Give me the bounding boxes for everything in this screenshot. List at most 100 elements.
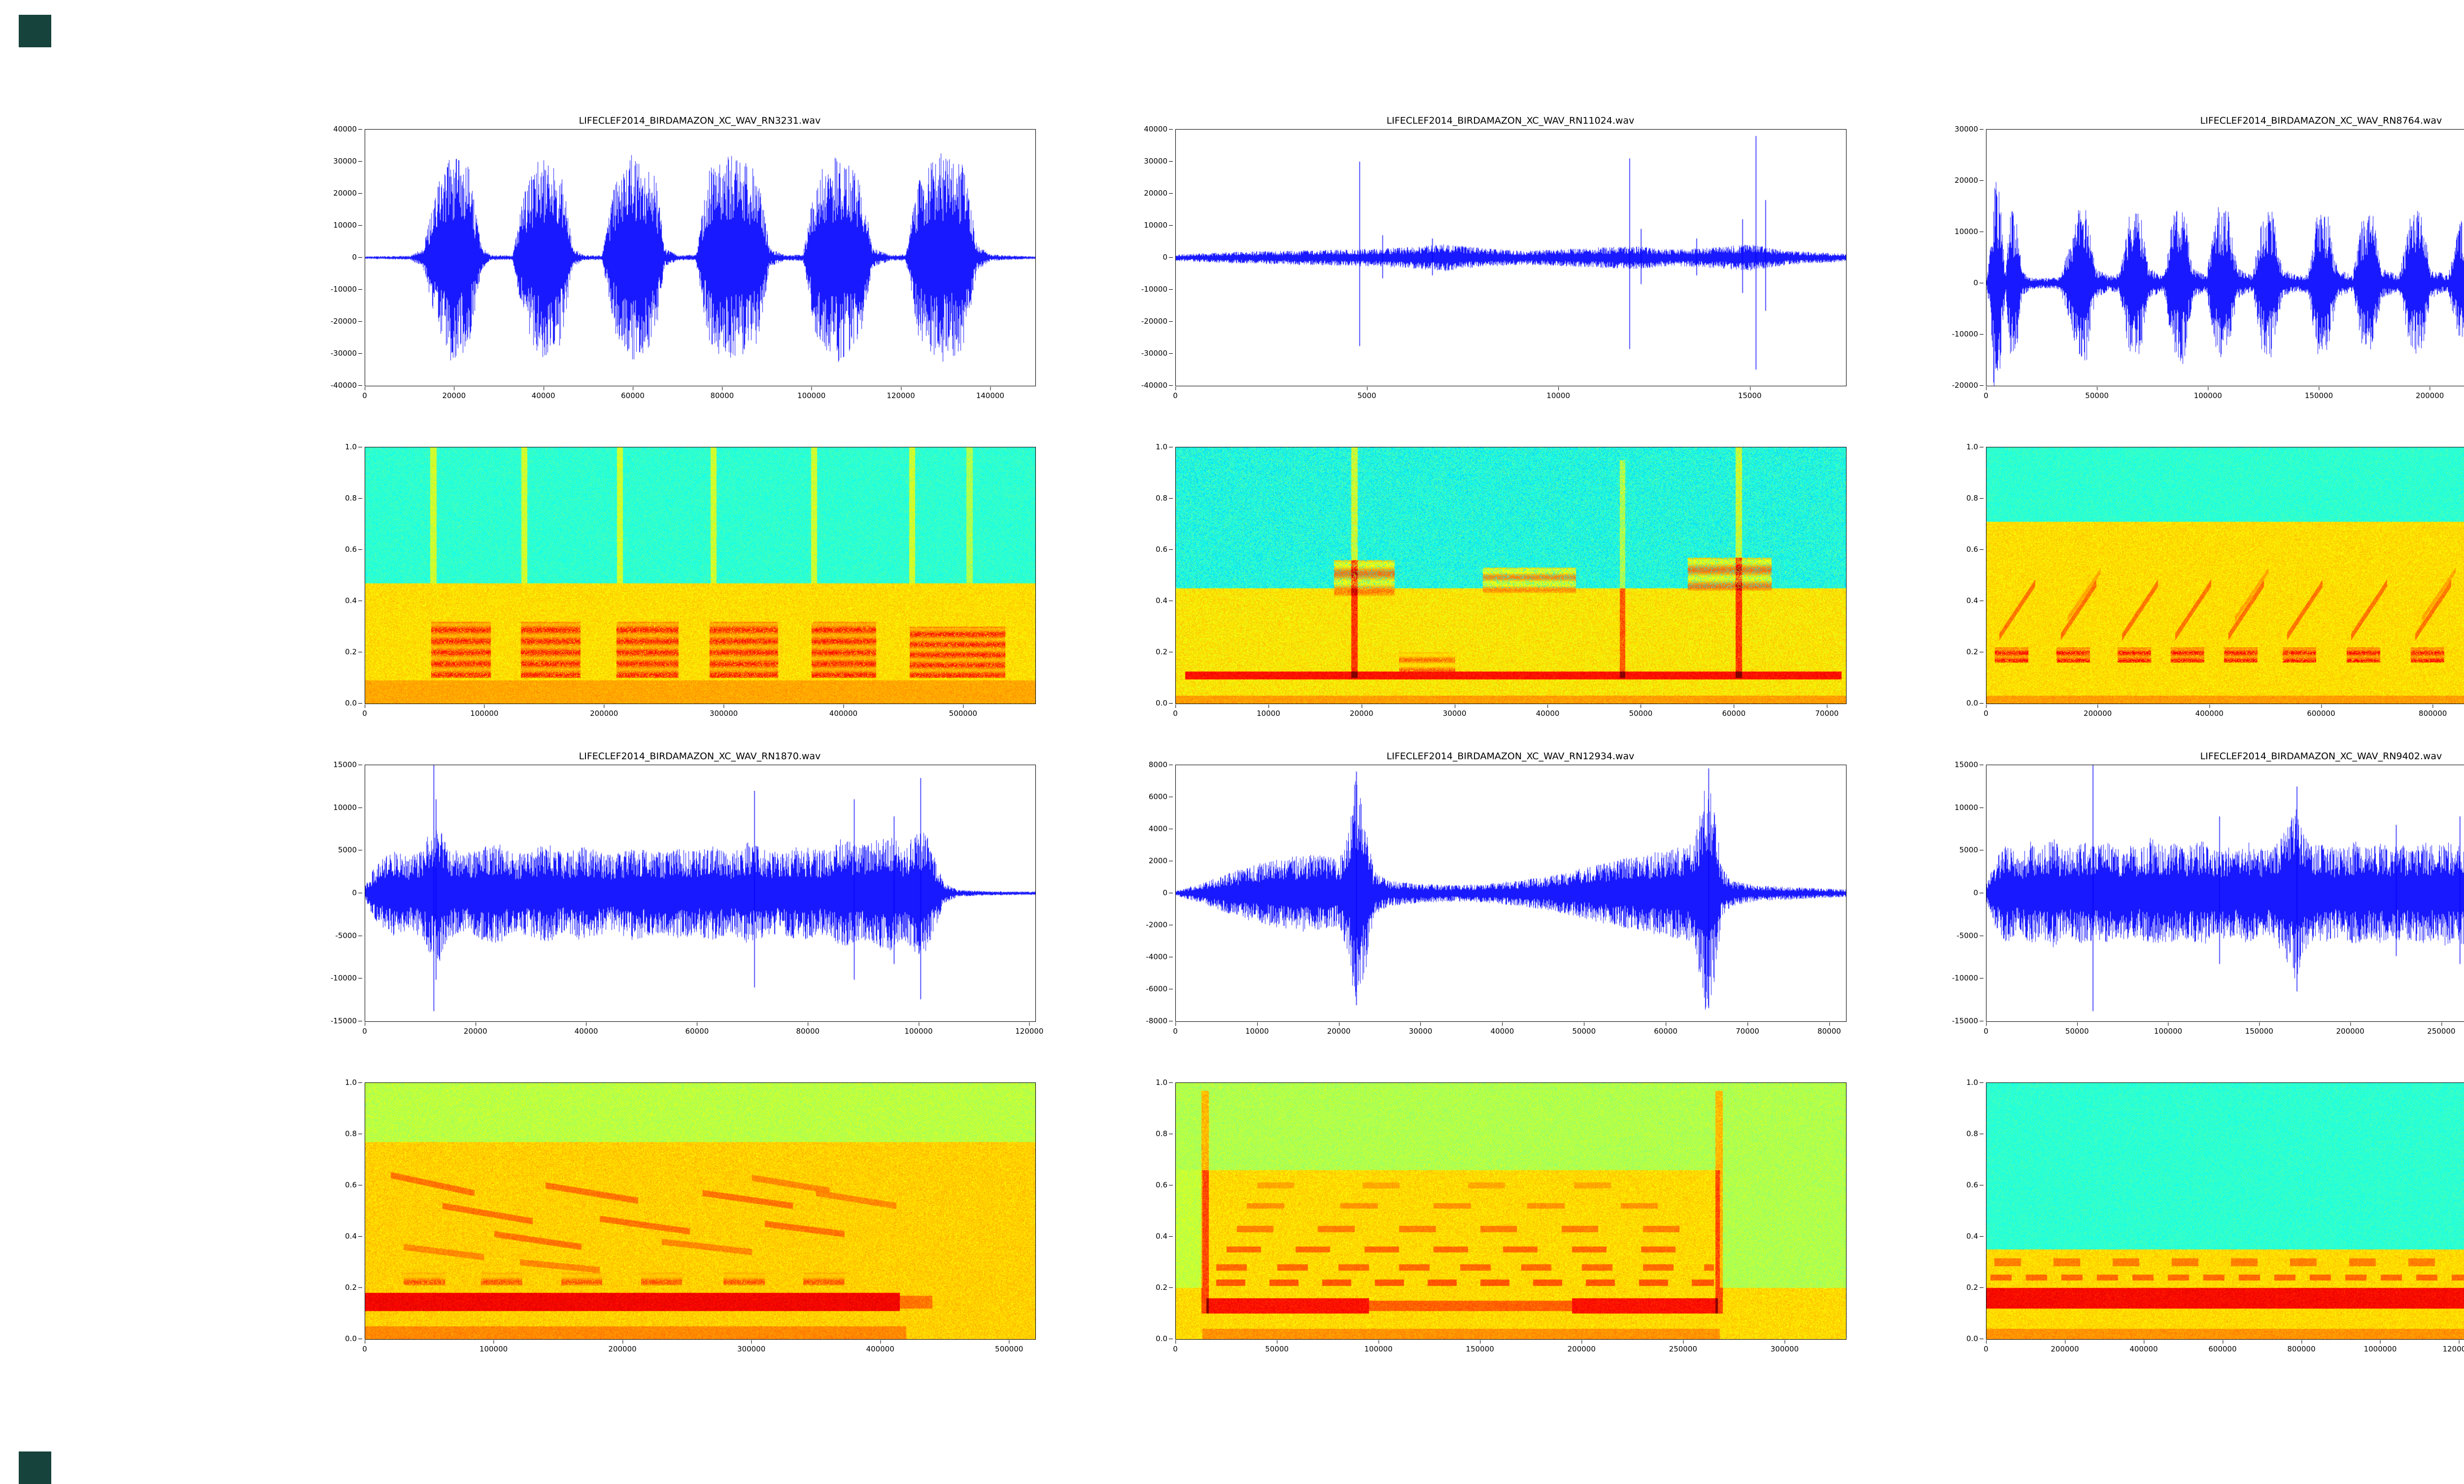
y-tick-label: 2000 (1148, 856, 1173, 865)
x-tick-label: 10000 (1546, 387, 1570, 400)
x-tick-label: 250000 (2427, 1022, 2456, 1036)
y-tick-label: -10000 (1141, 285, 1173, 294)
subplot-spectrogram-rn9402: 0.0 0.2 0.4 0.6 0.8 1.0 0 200000 400000 600000 80… (1947, 1067, 2464, 1357)
x-tick-label: 15000 (1738, 387, 1762, 400)
x-tick-label: 100000 (470, 705, 499, 718)
y-axis: 0.0 0.2 0.4 0.6 0.8 1.0 (1947, 442, 1984, 708)
x-tick-label: 600000 (2208, 1340, 2237, 1353)
x-tick-label: 300000 (709, 705, 738, 718)
y-tick-label: 0.8 (1156, 494, 1173, 503)
x-tick-label: 30000 (1442, 705, 1467, 718)
subplot-waveform-rn8764: LIFECLEF2014_BIRDAMAZON_XC_WAV_RN8764.wa… (1947, 113, 2464, 404)
y-tick-label: -40000 (330, 381, 363, 390)
x-tick-label: 150000 (2304, 387, 2333, 400)
y-axis: 0.0 0.2 0.4 0.6 0.8 1.0 (1136, 442, 1173, 708)
x-tick-label: 800000 (2419, 705, 2447, 718)
x-tick-label: 80000 (1817, 1022, 1841, 1036)
y-tick-label: 10000 (1144, 221, 1173, 230)
x-tick-label: 300000 (737, 1340, 766, 1353)
y-tick-label: 15000 (1954, 760, 1984, 769)
x-tick-label: 200000 (608, 1340, 637, 1353)
x-axis: 0 100000 200000 300000 400000 500000 (362, 705, 1035, 720)
plot-title: LIFECLEF2014_BIRDAMAZON_XC_WAV_RN9402.wa… (2200, 751, 2442, 762)
y-tick-label: 5000 (338, 845, 363, 855)
y-tick-label: 20000 (333, 189, 362, 198)
x-tick-label: 1000000 (2363, 1340, 2397, 1353)
x-tick-label: 0 (1984, 705, 1988, 718)
y-tick-label: 15000 (333, 760, 362, 769)
y-tick-label: -5000 (1956, 931, 1984, 940)
x-tick-label: 50000 (1572, 1022, 1596, 1036)
y-axis: -15000 -10000 -5000 0 5000 10000 15000 (1947, 760, 1984, 1025)
y-tick-label: -6000 (1146, 984, 1173, 993)
y-tick-label: 0 (1973, 888, 1984, 897)
plot-title: LIFECLEF2014_BIRDAMAZON_XC_WAV_RN3231.wa… (579, 115, 821, 126)
x-tick-label: 60000 (685, 1022, 709, 1036)
plot-title: LIFECLEF2014_BIRDAMAZON_XC_WAV_RN1870.wa… (579, 751, 821, 762)
y-tick-label: -20000 (1141, 317, 1173, 326)
x-tick-label: 400000 (2195, 705, 2224, 718)
x-tick-label: 80000 (710, 387, 734, 400)
y-tick-label: 0.6 (1156, 1180, 1173, 1189)
x-axis: 0 5000 10000 15000 (1173, 387, 1846, 402)
y-tick-label: -5000 (335, 931, 362, 940)
x-axis: 0 10000 20000 30000 40000 50000 60000 70000 (1173, 705, 1846, 720)
y-tick-label: 0.2 (1966, 647, 1984, 656)
y-tick-label: 20000 (1144, 189, 1173, 198)
y-tick-label: -10000 (1951, 330, 1984, 338)
plot-title: LIFECLEF2014_BIRDAMAZON_XC_WAV_RN12934.w… (1386, 751, 1635, 762)
y-axis: 0.0 0.2 0.4 0.6 0.8 1.0 (325, 1078, 363, 1343)
y-tick-label: 30000 (333, 157, 362, 166)
x-tick-label: 0 (1173, 1022, 1178, 1036)
y-axis: -8000 -6000 -4000 -2000 0 2000 4000 6000 8000 (1136, 760, 1173, 1025)
spectrogram-canvas (1175, 1082, 1847, 1340)
x-tick-label: 10000 (1245, 1022, 1269, 1036)
x-tick-label: 300000 (1770, 1340, 1799, 1353)
y-tick-label: 0.4 (345, 1232, 362, 1241)
spectrogram-canvas (1986, 447, 2464, 704)
spectrogram-canvas (1175, 447, 1847, 704)
x-tick-label: 100000 (2154, 1022, 2183, 1036)
x-tick-label: 150000 (2245, 1022, 2273, 1036)
y-tick-label: 0.8 (345, 494, 362, 503)
subplot-spectrogram-rn8764: 0.0 0.2 0.4 0.6 0.8 1.0 0 200000 400000 600000 80… (1947, 431, 2464, 722)
x-tick-label: 140000 (976, 387, 1004, 400)
x-tick-label: 0 (1173, 1340, 1178, 1353)
y-axis: 0.0 0.2 0.4 0.6 0.8 1.0 (325, 442, 363, 708)
x-axis: 0 20000 40000 60000 80000 100000 120000 140000 (362, 387, 1035, 402)
y-axis: -15000 -10000 -5000 0 5000 10000 15000 (325, 760, 363, 1025)
y-tick-label: 1.0 (1966, 442, 1984, 451)
x-tick-label: 60000 (1654, 1022, 1677, 1036)
x-tick-label: 70000 (1815, 705, 1839, 718)
y-tick-label: 40000 (333, 125, 362, 134)
x-tick-label: 60000 (621, 387, 645, 400)
x-tick-label: 80000 (796, 1022, 820, 1036)
waveform-canvas (365, 129, 1036, 386)
x-tick-label: 200000 (2416, 387, 2444, 400)
y-tick-label: 0.6 (345, 1180, 362, 1189)
y-tick-label: 0.6 (1966, 545, 1984, 554)
x-axis: 0 10000 20000 30000 40000 50000 60000 70000 8000… (1173, 1022, 1846, 1038)
x-tick-label: 0 (362, 1340, 367, 1353)
x-tick-label: 0 (362, 387, 367, 400)
x-tick-label: 10000 (1257, 705, 1280, 718)
subplot-waveform-rn9402: LIFECLEF2014_BIRDAMAZON_XC_WAV_RN9402.wa… (1947, 749, 2464, 1040)
y-tick-label: -2000 (1146, 920, 1173, 929)
y-tick-label: -8000 (1146, 1016, 1173, 1025)
subplot-waveform-rn3231: LIFECLEF2014_BIRDAMAZON_XC_WAV_RN3231.wa… (325, 113, 1036, 404)
x-tick-label: 0 (1984, 1022, 1988, 1036)
spectrogram-canvas (1986, 1082, 2464, 1340)
y-tick-label: 30000 (1954, 125, 1984, 134)
y-tick-label: -40000 (1141, 381, 1173, 390)
x-tick-label: 200000 (2084, 705, 2112, 718)
y-tick-label: -4000 (1146, 952, 1173, 961)
x-tick-label: 50000 (2065, 1022, 2089, 1036)
y-tick-label: 0 (352, 253, 362, 262)
y-axis: -20000 -10000 0 10000 20000 30000 (1947, 125, 1984, 390)
y-tick-label: -15000 (330, 1016, 363, 1025)
x-tick-label: 600000 (2307, 705, 2335, 718)
y-tick-label: 6000 (1148, 792, 1173, 801)
x-tick-label: 500000 (949, 705, 977, 718)
